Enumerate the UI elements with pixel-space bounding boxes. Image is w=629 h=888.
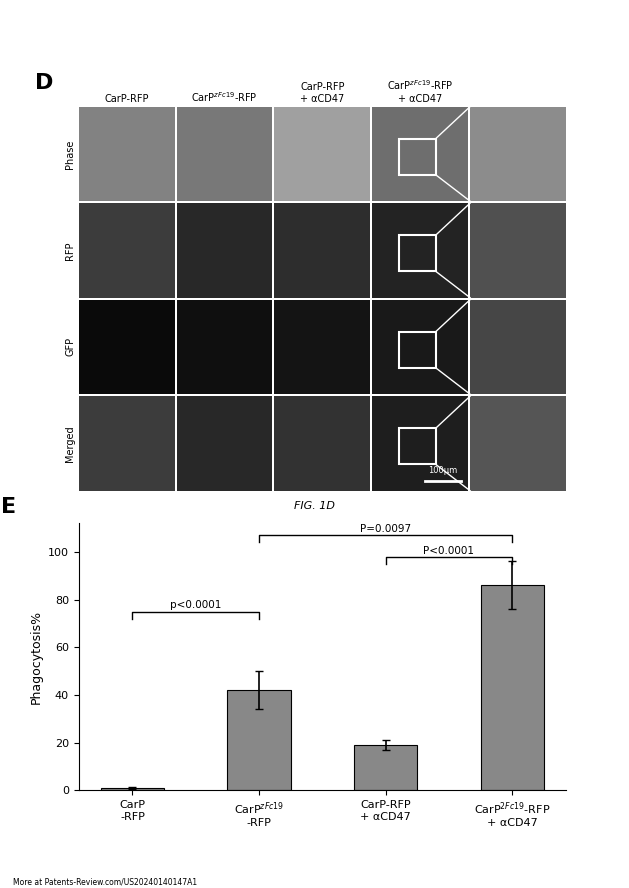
- Text: CarP-RFP
+ αCD47: CarP-RFP + αCD47: [300, 83, 345, 104]
- Text: CarP$^{zFc19}$-RFP: CarP$^{zFc19}$-RFP: [191, 90, 258, 104]
- Text: CarP-RFP: CarP-RFP: [104, 94, 149, 104]
- Text: E: E: [1, 496, 16, 517]
- Text: FIG. 1D: FIG. 1D: [294, 502, 335, 511]
- Text: CarP$^{zFc19}$-RFP
+ αCD47: CarP$^{zFc19}$-RFP + αCD47: [387, 78, 454, 104]
- Text: More at Patents-Review.com/US20240140147A1: More at Patents-Review.com/US20240140147…: [13, 877, 197, 886]
- Text: 100μm: 100μm: [428, 465, 457, 475]
- Text: Merged: Merged: [65, 425, 75, 462]
- Text: P<0.0001: P<0.0001: [423, 545, 474, 556]
- Text: GFP: GFP: [65, 337, 75, 356]
- Bar: [101, 788, 164, 790]
- Bar: [399, 139, 436, 175]
- Text: RFP: RFP: [65, 242, 75, 259]
- Text: p<0.0001: p<0.0001: [170, 600, 221, 610]
- Text: Phase: Phase: [65, 139, 75, 169]
- Bar: [354, 745, 417, 790]
- Bar: [399, 235, 436, 271]
- Text: D: D: [35, 73, 53, 93]
- Bar: [228, 690, 291, 790]
- Text: P=0.0097: P=0.0097: [360, 524, 411, 534]
- Y-axis label: Phagocytosis%: Phagocytosis%: [30, 610, 42, 704]
- Bar: [399, 332, 436, 368]
- Bar: [481, 585, 544, 790]
